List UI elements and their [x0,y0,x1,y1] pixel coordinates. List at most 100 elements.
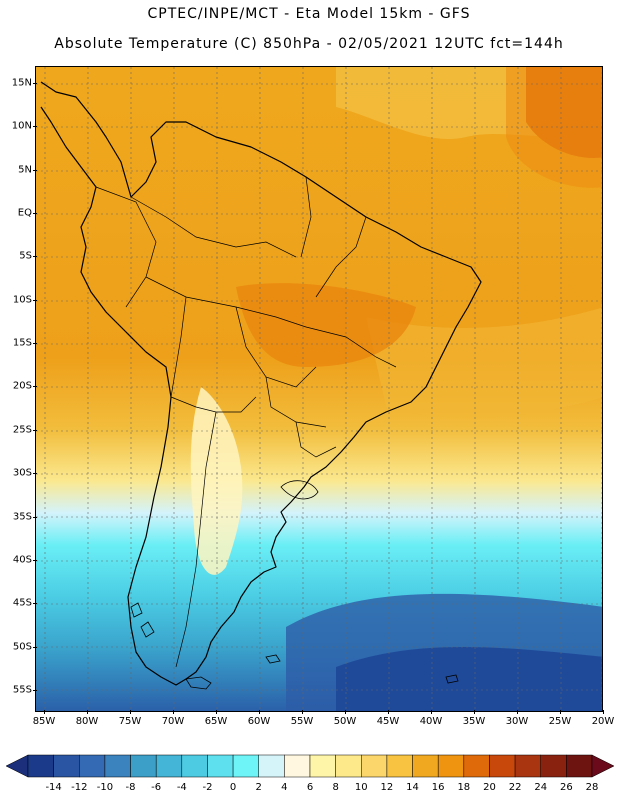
river-plate-outline [280,480,319,500]
temperature-field [36,67,602,711]
lat-label: 15S [12,337,32,349]
colorbar-swatch [361,754,388,778]
lat-label: 25S [12,424,32,436]
colorbar-label: 8 [332,782,339,793]
lat-tick [33,213,37,215]
lon-tick [388,710,389,714]
map-title-line-1: CPTEC/INPE/MCT - Eta Model 15km - GFS [147,6,471,22]
colorbar-label: 18 [457,782,471,793]
colorbar-label: 28 [585,782,599,793]
lat-tick [33,126,37,128]
colorbar-label: -8 [125,782,136,793]
lon-tick [44,710,45,714]
colorbar-label: 24 [534,782,548,793]
lon-label: 65W [204,716,228,727]
lon-tick [560,710,561,714]
lon-tick [345,710,346,714]
colorbar-label: -2 [202,782,213,793]
lon-label: 20W [591,716,615,727]
lon-tick [216,710,217,714]
lat-label: 45S [12,597,32,609]
lon-label: 85W [32,716,56,727]
lon-label: 55W [290,716,314,727]
lat-label: 40S [12,554,32,566]
colorbar-label: 6 [306,782,314,793]
colorbar-swatch [566,754,593,778]
lon-label: 40W [419,716,443,727]
colorbar-swatch [437,754,465,778]
warm-spot-northeast [506,67,602,188]
colorbar-label: 16 [431,782,445,793]
lon-label: 70W [161,716,185,727]
south-america-coastline [40,81,482,686]
lat-tick [33,386,37,388]
lat-tick [33,343,37,345]
lat-tick [33,256,37,258]
colorbar-label: 12 [380,782,394,793]
colorbar-swatch [27,754,54,778]
lat-tick [33,559,37,561]
lat-label: EQ [17,207,32,219]
colorbar-swatch [207,754,234,778]
deepest-cold-south [336,647,602,711]
colorbar-label: -10 [96,782,114,793]
colorbar-label: 26 [559,782,573,793]
lat-label: 55S [12,684,32,696]
lat-label: 5N [18,164,32,176]
lon-tick [517,710,518,714]
lon-label: 35W [462,716,486,727]
colorbar-swatch [540,754,567,778]
lon-tick [431,710,432,714]
lat-tick [33,83,37,84]
ocean-mid-band [366,307,602,418]
lon-label: 60W [247,716,271,727]
colorbar-label: -14 [45,782,62,793]
colorbar-label: 2 [255,782,262,793]
andes-cool-tongue [190,387,243,575]
lat-label: 35S [12,511,32,522]
lon-label: 50W [333,716,357,727]
colorbar-label: 14 [406,782,419,793]
temperature-map [35,66,603,712]
colorbar-label: 0 [229,782,237,793]
colorbar-swatch [130,754,157,778]
continent-hot-core [236,283,416,367]
colorbar-label: -12 [71,782,88,793]
lon-label: 45W [376,716,400,727]
colorbar-swatch [335,754,362,778]
lat-tick [33,473,37,475]
colorbar-label: 10 [354,782,368,793]
colorbar-swatch [79,754,106,778]
colorbar-max-arrow [591,754,614,778]
lat-tick [33,689,37,691]
lat-label: 20S [12,380,32,392]
lat-label: 15N [11,77,32,89]
colorbar-label: 20 [483,782,496,793]
lon-tick [130,710,131,714]
colorbar-label: 22 [508,782,522,793]
colorbar-swatch [463,754,490,778]
lon-label: 75W [118,716,142,727]
colorbar-swatch [155,754,183,778]
lat-label: 5S [19,250,32,262]
colorbar-swatch [53,754,80,778]
colorbar-swatch [489,754,516,778]
colorbar-swatch [386,754,413,778]
lat-label: 10S [12,294,32,306]
colorbar-swatch [284,754,311,778]
lon-tick [259,710,260,714]
lon-tick [173,710,174,714]
lon-label: 30W [505,716,529,727]
colorbar-swatch [104,754,131,778]
lon-tick [87,710,88,714]
lat-tick [33,603,37,605]
lat-label: 30S [12,467,32,479]
lat-tick [33,646,37,648]
colorbar-label: -6 [151,782,162,793]
lat-tick [33,516,37,518]
colorbar-swatch [232,754,259,778]
colorbar-label: -4 [176,782,187,793]
colorbar-swatch [514,754,541,778]
map-title-line-2: Absolute Temperature (C) 850hPa - 02/05/… [54,36,564,52]
lon-label: 25W [548,716,572,727]
